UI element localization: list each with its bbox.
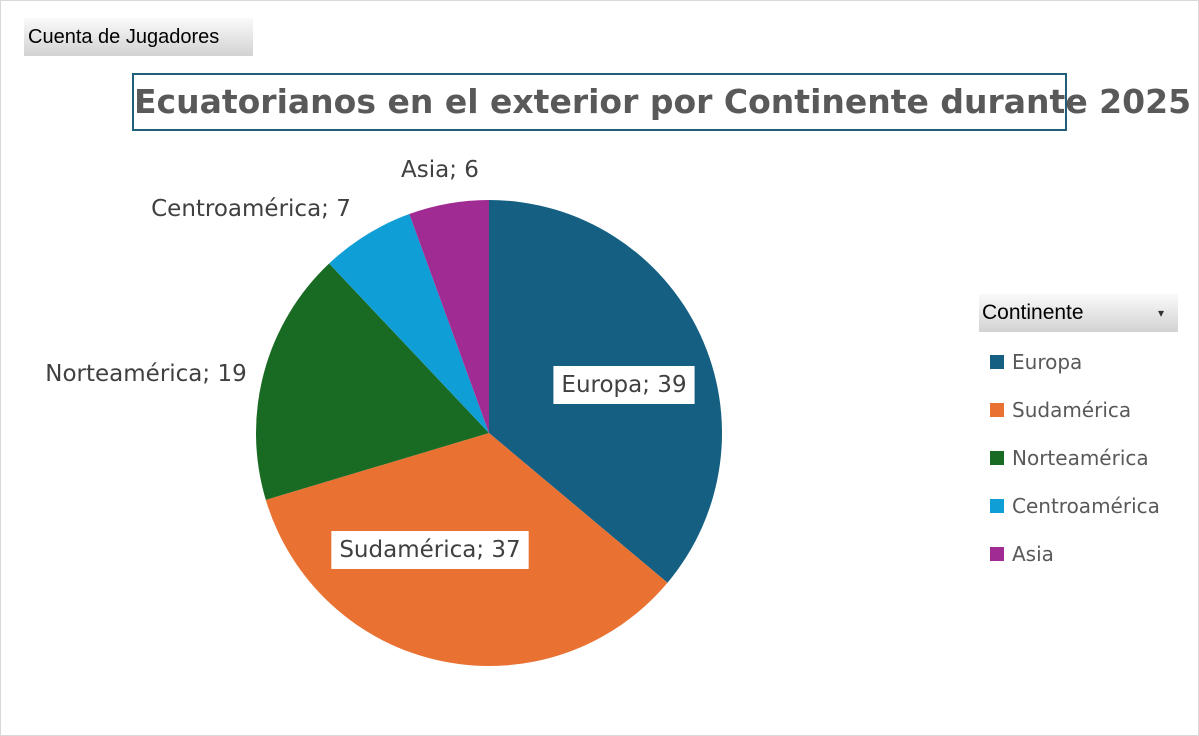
pie-slice-norteamerica[interactable] [256,263,489,500]
legend-swatch-centroamerica [990,499,1004,513]
legend-item-centroamerica[interactable]: Centroamérica [990,482,1160,530]
legend-item-asia[interactable]: Asia [990,530,1160,578]
svg-text:Norteamérica; 19: Norteamérica; 19 [45,361,246,387]
pie-slice-centroamerica[interactable] [329,214,489,433]
legend-swatch-asia [990,547,1004,561]
legend-label-norteamerica: Norteamérica [1012,446,1149,470]
data-label-norteamerica: Norteamérica; 19 [45,361,246,387]
data-label-asia: Asia; 6 [401,157,479,183]
data-label-europa: Europa; 39 [553,366,695,404]
data-label-sudamerica: Sudamérica; 37 [331,531,529,569]
chart-title: Ecuatorianos en el exterior por Continen… [132,73,1191,131]
legend-swatch-europa [990,355,1004,369]
data-label-centroamerica: Centroamérica; 7 [151,196,351,222]
legend-swatch-sudamerica [990,403,1004,417]
legend-label-centroamerica: Centroamérica [1012,494,1160,518]
legend-item-norteamerica[interactable]: Norteamérica [990,434,1160,482]
legend-label-asia: Asia [1012,542,1054,566]
legend-item-europa[interactable]: Europa [990,338,1160,386]
svg-text:Europa; 39: Europa; 39 [561,372,686,398]
pie-slice-asia[interactable] [409,200,489,433]
legend-label-sudamerica: Sudamérica [1012,398,1132,422]
legend-header-label: Continente [982,301,1084,324]
legend-swatch-norteamerica [990,451,1004,465]
legend: Europa Sudamérica Norteamérica Centroaméric… [990,338,1160,578]
svg-text:Centroamérica; 7: Centroamérica; 7 [151,196,351,222]
value-field-button[interactable]: Cuenta de Jugadores [24,18,253,56]
legend-label-europa: Europa [1012,350,1083,374]
legend-item-sudamerica[interactable]: Sudamérica [990,386,1160,434]
legend-filter-button[interactable]: Continente ▾ [979,294,1178,332]
svg-text:Sudamérica; 37: Sudamérica; 37 [339,537,520,563]
svg-text:Asia; 6: Asia; 6 [401,157,479,183]
dropdown-arrow-icon: ▾ [1157,306,1164,320]
